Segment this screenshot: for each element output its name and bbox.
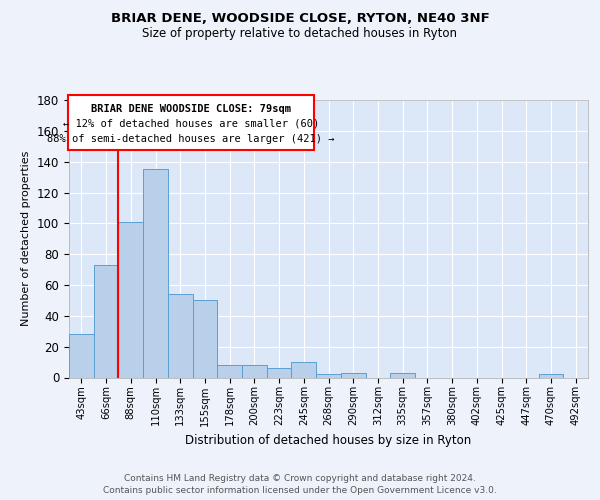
X-axis label: Distribution of detached houses by size in Ryton: Distribution of detached houses by size … (185, 434, 472, 447)
Bar (341, 373, 365, 378)
Text: BRIAR DENE WOODSIDE CLOSE: 79sqm: BRIAR DENE WOODSIDE CLOSE: 79sqm (91, 104, 291, 114)
Y-axis label: Number of detached properties: Number of detached properties (22, 151, 31, 326)
Bar (242, 365, 267, 378)
Text: 88% of semi-detached houses are larger (421) →: 88% of semi-detached houses are larger (… (47, 134, 335, 143)
Bar (168, 294, 193, 378)
Bar (390, 373, 415, 378)
Bar (193, 300, 217, 378)
Bar (118, 222, 143, 378)
Bar (539, 374, 563, 378)
Bar (69, 334, 94, 378)
Text: BRIAR DENE, WOODSIDE CLOSE, RYTON, NE40 3NF: BRIAR DENE, WOODSIDE CLOSE, RYTON, NE40 … (110, 12, 490, 26)
Text: Size of property relative to detached houses in Ryton: Size of property relative to detached ho… (143, 28, 458, 40)
Bar (94, 265, 118, 378)
Text: ← 12% of detached houses are smaller (60): ← 12% of detached houses are smaller (60… (62, 118, 319, 128)
Bar (316, 374, 341, 378)
Text: Contains HM Land Registry data © Crown copyright and database right 2024.: Contains HM Land Registry data © Crown c… (124, 474, 476, 483)
Text: Contains public sector information licensed under the Open Government Licence v3: Contains public sector information licen… (103, 486, 497, 495)
Bar (143, 170, 168, 378)
Bar (292, 362, 316, 378)
Bar (267, 368, 292, 378)
Bar (217, 365, 242, 378)
